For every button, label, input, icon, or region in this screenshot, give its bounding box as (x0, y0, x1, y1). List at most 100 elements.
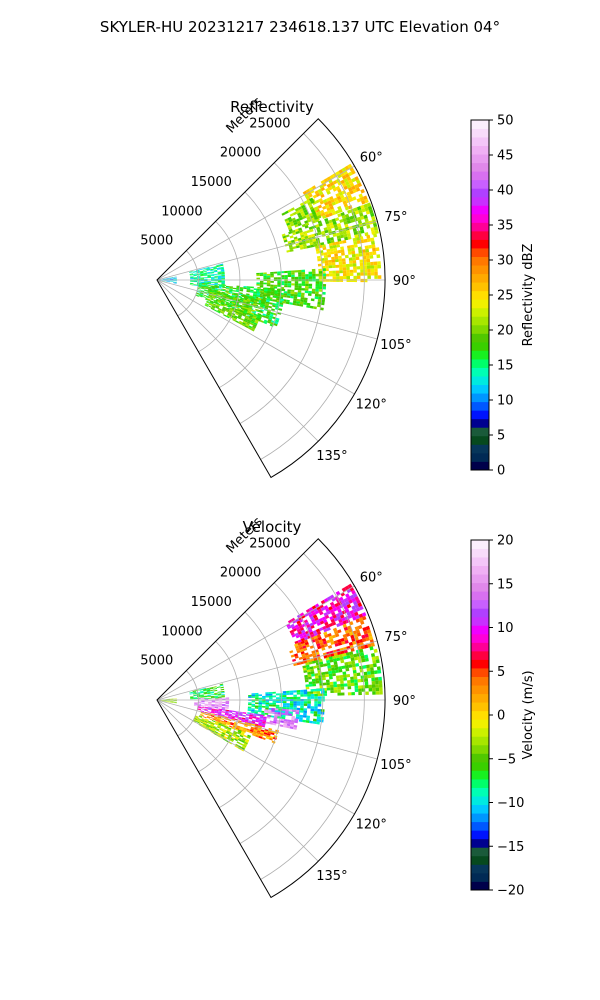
echo-cell (218, 700, 223, 702)
echo-cell (352, 608, 358, 614)
echo-cell (308, 226, 313, 230)
echo-cell (201, 706, 205, 709)
echo-cell (319, 273, 323, 277)
echo-cell (350, 247, 355, 252)
echo-cell (263, 282, 267, 285)
echo-cell (307, 293, 312, 296)
panel-title: Velocity (243, 518, 302, 536)
echo-cell (212, 304, 217, 307)
echo-cell (217, 712, 222, 715)
echo-cell (317, 215, 322, 219)
echo-cell (287, 270, 292, 273)
colorbar-swatch (471, 736, 489, 746)
echo-cell (350, 613, 356, 618)
echo-cell (263, 716, 267, 719)
echo-cell (274, 290, 279, 293)
colorbar-swatch (471, 633, 489, 643)
echo-cell (238, 714, 243, 717)
echo-cell (208, 726, 213, 730)
echo-cell (267, 319, 272, 322)
echo-cell (224, 301, 229, 304)
echo-cell (204, 701, 209, 703)
echo-cell (222, 306, 227, 309)
echo-cell (306, 715, 311, 719)
echo-cell (352, 666, 357, 671)
echo-cell (286, 703, 290, 706)
echo-cell (347, 194, 353, 199)
echo-cell (342, 652, 347, 657)
echo-cell (197, 717, 202, 721)
echo-cell (335, 264, 340, 268)
echo-cell (332, 276, 337, 280)
echo-cell (364, 245, 369, 250)
echo-cell (283, 291, 288, 294)
echo-cell (225, 309, 229, 313)
echo-cell (325, 197, 331, 202)
echo-cell (273, 271, 278, 274)
echo-cell (226, 723, 230, 726)
echo-cell (270, 711, 275, 714)
echo-cell (316, 250, 320, 254)
echo-cell (296, 614, 302, 619)
echo-cell (162, 281, 167, 282)
echo-cell (338, 653, 344, 658)
echo-cell (371, 684, 376, 688)
echo-cell (346, 625, 352, 630)
echo-cell (366, 664, 370, 669)
echo-cell (221, 276, 225, 278)
echo-cell (332, 607, 338, 612)
echo-cell (249, 715, 253, 719)
echo-cell (359, 196, 365, 202)
echo-cell (268, 317, 273, 321)
echo-cell (246, 298, 251, 302)
echo-cell (314, 293, 319, 297)
echo-cell (193, 274, 197, 276)
echo-cell (193, 692, 197, 694)
colorbar-tick-label: 20 (497, 324, 514, 339)
echo-cell (310, 609, 315, 614)
echo-cell (369, 663, 374, 668)
echo-cell (216, 290, 221, 293)
echo-cell (298, 214, 303, 219)
echo-cell (356, 266, 361, 270)
echo-cell (337, 198, 343, 204)
echo-cell (300, 689, 304, 693)
velocity-panel: Velocity500010000150002000025000Meters60… (140, 514, 536, 898)
echo-cell (327, 259, 332, 263)
echo-cell (281, 708, 286, 711)
echo-cell (366, 224, 371, 229)
echo-cell (199, 691, 204, 693)
echo-cell (344, 608, 350, 613)
echo-cell (284, 285, 288, 288)
echo-cell (329, 248, 334, 252)
echo-cell (200, 278, 205, 280)
echo-cell (269, 302, 273, 305)
echo-cell (231, 716, 235, 719)
echo-cell (286, 295, 291, 298)
echo-cell (361, 658, 366, 663)
echo-cell (296, 301, 301, 304)
echo-cell (352, 257, 356, 261)
echo-cell (333, 247, 338, 252)
echo-cell (226, 314, 231, 318)
echo-cell (207, 281, 212, 283)
echo-cell (221, 274, 225, 276)
echo-cell (289, 711, 293, 715)
echo-cell (338, 240, 343, 245)
echo-cell (229, 308, 233, 312)
echo-cell (234, 737, 239, 740)
echo-cell (286, 696, 290, 700)
echo-cell (194, 703, 198, 705)
echo-cell (249, 714, 253, 717)
echo-cell (211, 730, 215, 733)
colorbar-swatch (471, 341, 489, 351)
echo-cell (193, 719, 197, 722)
echo-cell (363, 238, 368, 243)
echo-cell (356, 236, 361, 241)
echo-cell (329, 174, 335, 180)
range-tick-label: 20000 (220, 146, 261, 161)
echo-cell (311, 611, 316, 617)
echo-cell (218, 703, 223, 705)
echo-cell (286, 705, 290, 708)
echo-cell (281, 714, 286, 718)
